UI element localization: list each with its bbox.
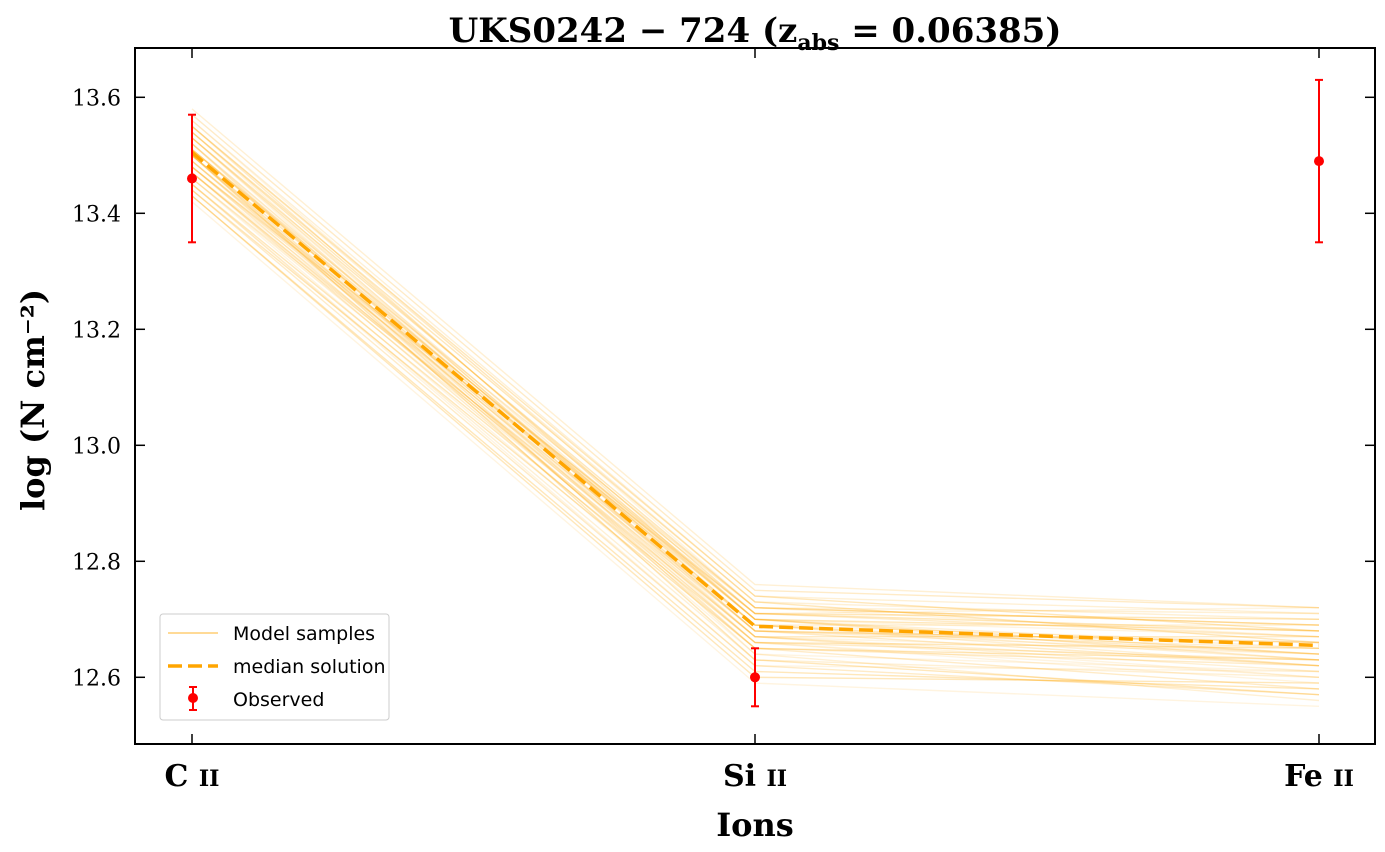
model-sample-line <box>191 131 1320 644</box>
model-sample-line <box>191 154 1320 649</box>
model-sample-line <box>191 119 1320 638</box>
model-sample-line <box>191 160 1320 632</box>
legend: Model samples median solution Observed <box>159 613 390 721</box>
model-sample-line <box>191 125 1320 620</box>
observed-point <box>187 173 197 184</box>
model-sample-line <box>191 160 1320 644</box>
model-sample-line <box>191 172 1320 615</box>
x-tick-label: C II <box>165 759 220 794</box>
model-sample-line <box>191 183 1320 649</box>
model-sample-line <box>191 148 1320 626</box>
legend-observed-marker <box>188 693 198 703</box>
y-tick-label: 13.0 <box>72 434 121 459</box>
y-axis: 12.6 12.8 13.0 13.2 13.4 13.6 <box>72 86 1375 691</box>
x-tick-label: Fe II <box>1284 759 1354 794</box>
model-sample-line <box>191 172 1320 644</box>
x-axis: C II Si II Fe II <box>165 48 1354 794</box>
model-sample-line <box>191 172 1320 667</box>
model-sample-line <box>191 160 1320 678</box>
legend-model-samples-label: Model samples <box>233 623 375 645</box>
title-tail: = 0.06385) <box>839 11 1061 51</box>
model-sample-line <box>191 160 1320 655</box>
observed-point <box>1314 156 1324 167</box>
chart-title: UKS0242 − 724 (zabs = 0.06385) <box>449 11 1062 56</box>
median-layer <box>190 151 1320 648</box>
median-solution-line <box>190 151 1320 648</box>
legend-median-label: median solution <box>233 656 386 678</box>
model-sample-line <box>191 137 1320 678</box>
model-sample-line <box>191 125 1320 661</box>
model-sample-line <box>191 114 1320 609</box>
y-tick-label: 12.8 <box>72 550 121 575</box>
model-sample-line <box>191 166 1320 655</box>
observed-point <box>750 672 760 683</box>
model-sample-line <box>191 143 1320 638</box>
model-sample-line <box>191 189 1320 661</box>
model-sample-line <box>191 172 1319 638</box>
svg-text:UKS0242 − 724 (zabs = 0.06385): UKS0242 − 724 (zabs = 0.06385) <box>449 11 1062 56</box>
model-sample-line <box>191 148 1320 644</box>
model-sample-line <box>191 143 1320 661</box>
model-sample-line <box>191 148 1320 655</box>
y-tick-label: 13.4 <box>72 202 121 227</box>
title-main: UKS0242 − 724 (z <box>449 11 798 51</box>
model-sample-line <box>191 177 1319 626</box>
model-sample-line <box>191 177 1320 667</box>
model-sample-line <box>191 119 1320 615</box>
model-sample-line <box>191 137 1320 667</box>
model-sample-line <box>191 131 1320 632</box>
model-sample-line <box>191 125 1320 632</box>
y-tick-label: 13.6 <box>72 86 121 111</box>
title-subscript: abs <box>797 30 839 56</box>
model-sample-line <box>191 108 1320 609</box>
model-sample-line <box>191 154 1320 620</box>
observed-layer <box>187 78 1324 708</box>
model-sample-line <box>191 166 1320 661</box>
x-tick-label: Si II <box>723 759 787 794</box>
x-axis-label: Ions <box>716 806 794 844</box>
model-sample-line <box>191 137 1320 626</box>
model-sample-line <box>191 166 1320 638</box>
model-samples-layer <box>191 108 1320 707</box>
y-axis-label: log (N cm⁻²) <box>14 289 52 511</box>
model-sample-line <box>191 131 1320 655</box>
legend-observed-label: Observed <box>233 689 324 711</box>
model-sample-line <box>191 154 1320 673</box>
y-tick-label: 13.2 <box>72 318 121 343</box>
model-sample-line <box>191 148 1320 667</box>
legend-box <box>159 613 390 721</box>
model-sample-line <box>191 166 1320 615</box>
model-sample-line <box>191 137 1320 649</box>
y-tick-label: 12.6 <box>72 666 121 691</box>
